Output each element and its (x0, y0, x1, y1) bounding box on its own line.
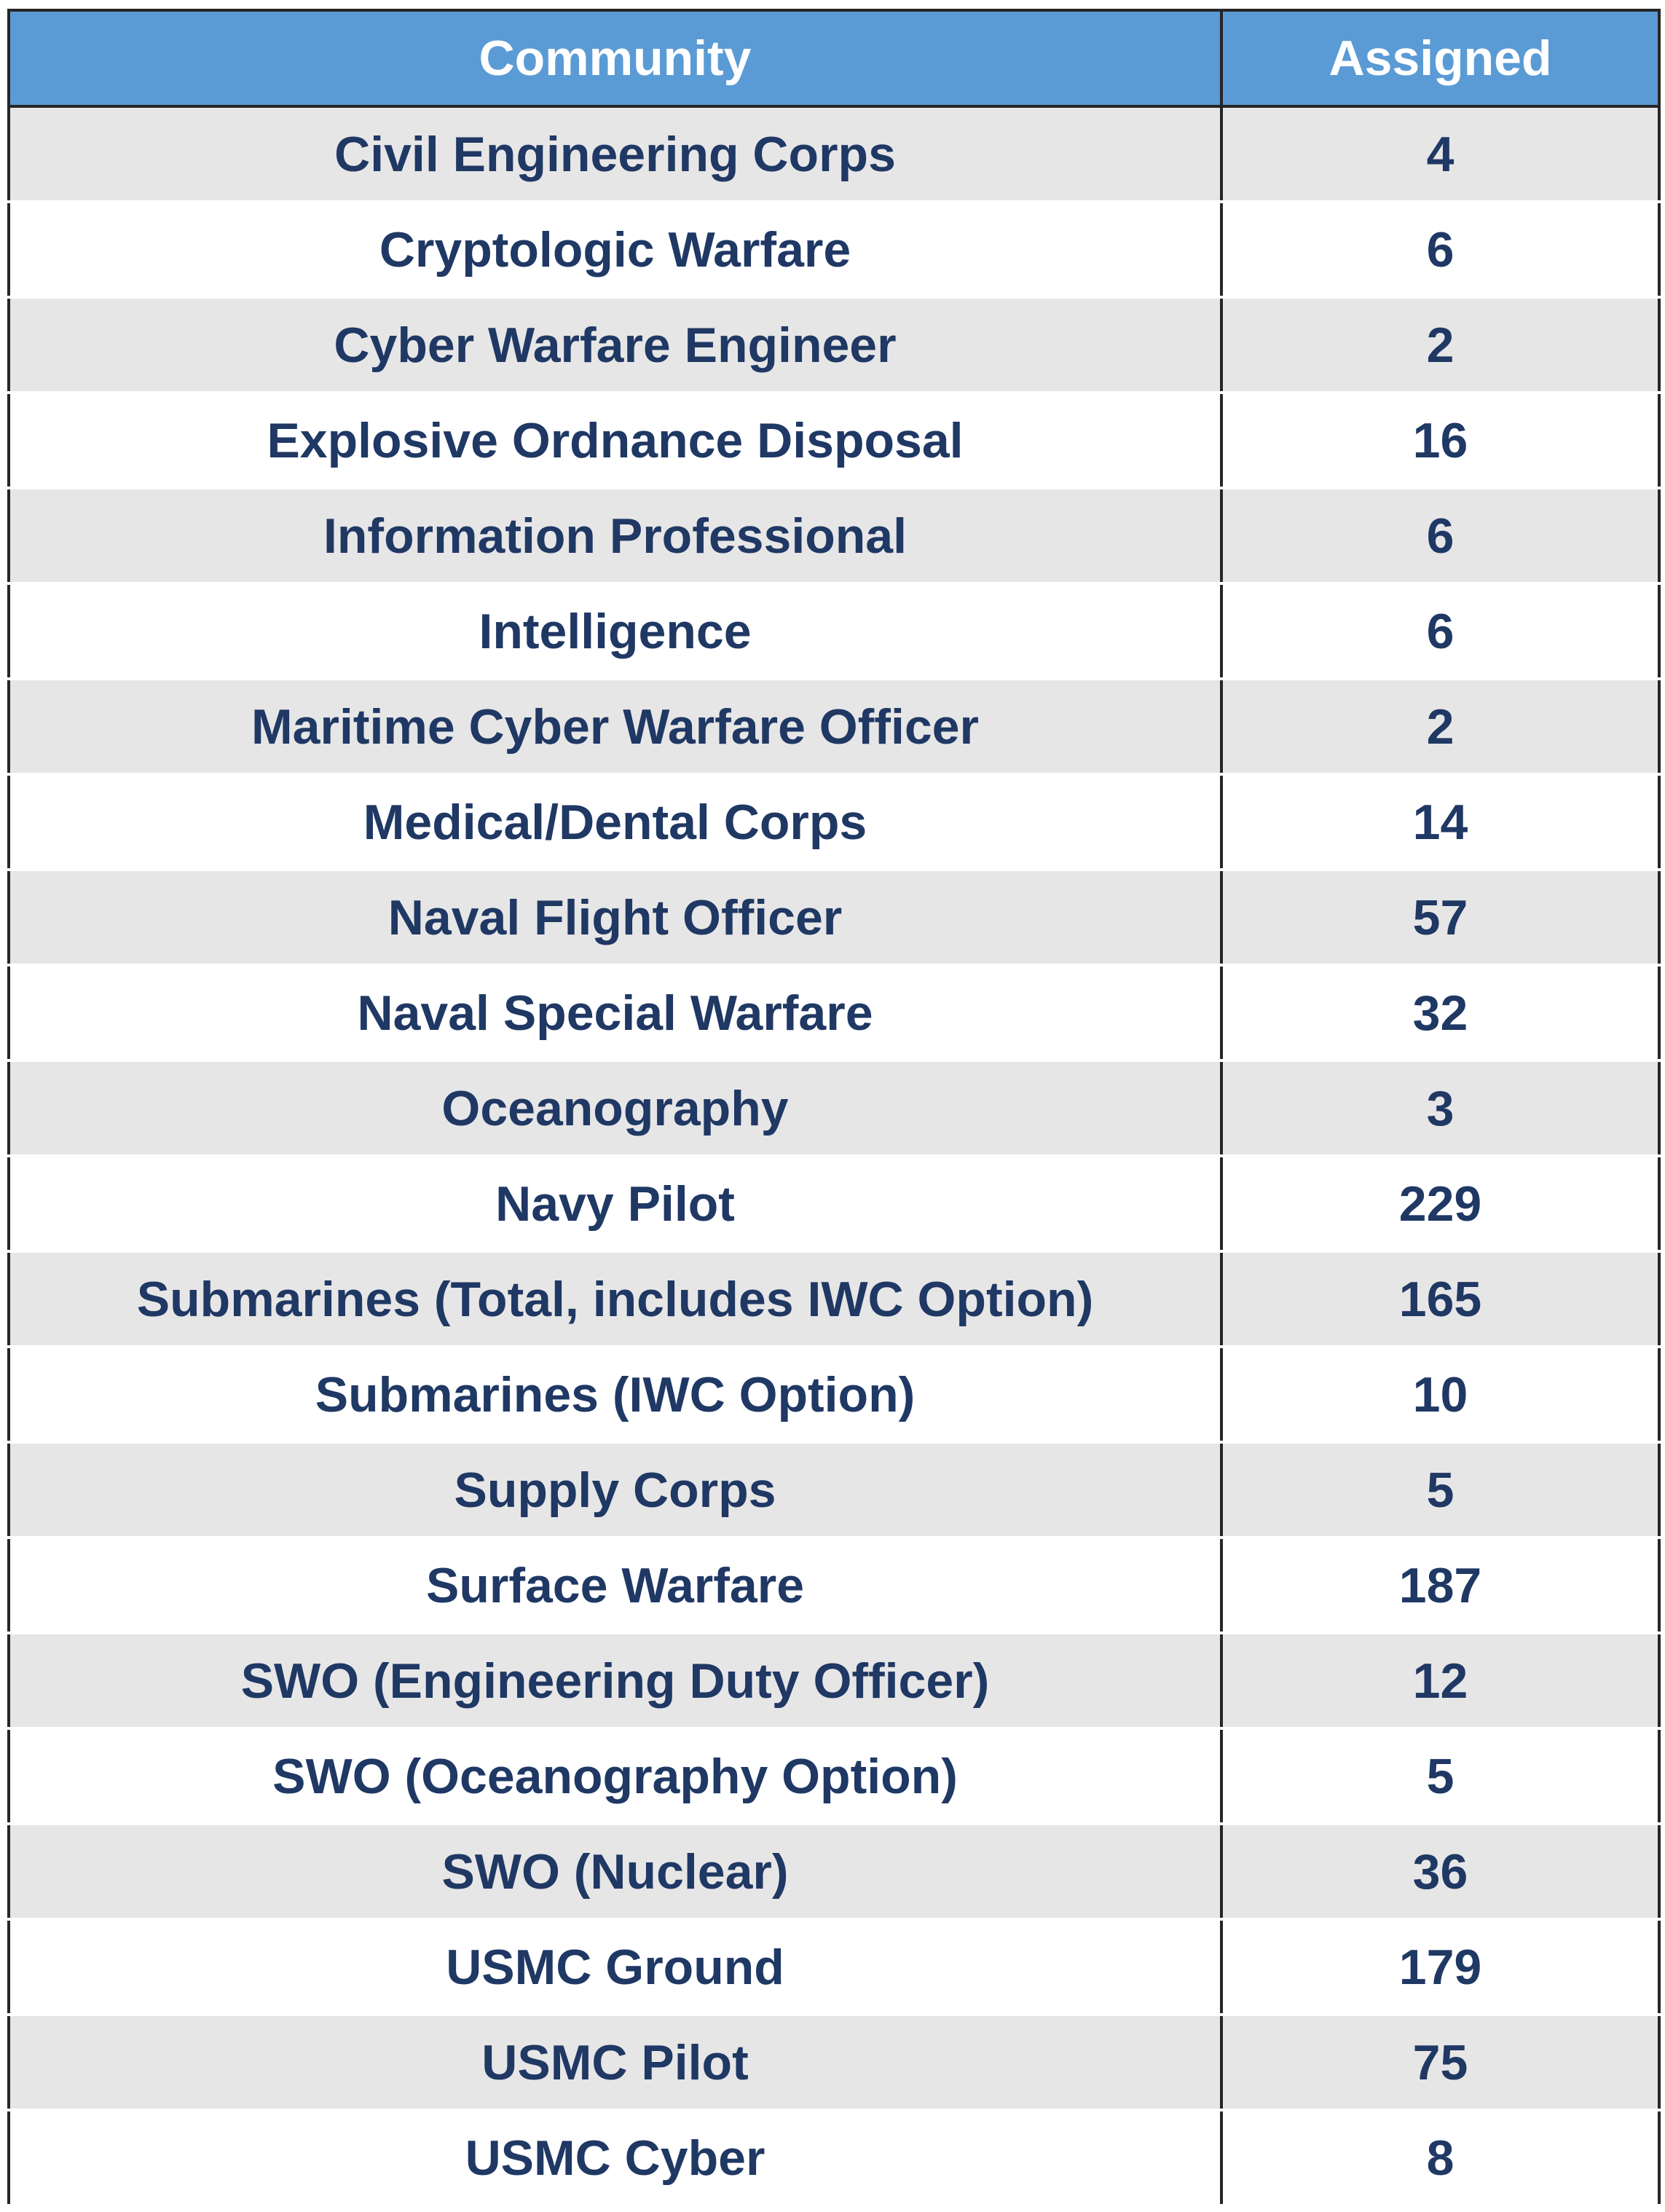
table-row: SWO (Nuclear) 36 (9, 1824, 1661, 1921)
assigned-cell: 12 (1221, 1633, 1661, 1730)
assigned-cell: 36 (1221, 1824, 1661, 1921)
community-cell: Surface Warfare (9, 1538, 1223, 1634)
table-row: Explosive Ordnance Disposal 16 (9, 393, 1661, 489)
table-row: SWO (Oceanography Option) 5 (9, 1728, 1661, 1825)
table-container: Community Assigned Civil Engineering Cor… (7, 9, 1661, 2207)
table-row: Intelligence 6 (9, 583, 1661, 680)
community-cell: Explosive Ordnance Disposal (9, 393, 1223, 489)
assigned-cell: 10 (1221, 1347, 1661, 1444)
community-cell: Intelligence (9, 583, 1223, 680)
assigned-cell: 187 (1221, 1538, 1661, 1634)
assigned-cell: 6 (1221, 488, 1661, 585)
table-row: Surface Warfare 187 (9, 1538, 1661, 1634)
assigned-cell: 3 (1221, 1060, 1661, 1157)
assigned-cell: 5 (1221, 1728, 1661, 1825)
table-row: SWO (Engineering Duty Officer) 12 (9, 1633, 1661, 1730)
header-cell: Assigned (1221, 10, 1661, 108)
community-cell: Maritime Cyber Warfare Officer (9, 679, 1223, 776)
table-row: USMC Ground 179 (9, 1919, 1661, 2016)
assigned-cell: 2 (1221, 297, 1661, 394)
assigned-cell: 75 (1221, 2015, 1661, 2111)
table-row: Cyber Warfare Engineer 2 (9, 297, 1661, 394)
table-row: USMC Cyber 8 (9, 2110, 1661, 2207)
community-cell: Information Professional (9, 488, 1223, 585)
table-row: Submarines (IWC Option) 10 (9, 1347, 1661, 1444)
community-cell: SWO (Engineering Duty Officer) (9, 1633, 1223, 1730)
assigned-cell: 32 (1221, 965, 1661, 1062)
table-row: Maritime Cyber Warfare Officer 2 (9, 679, 1661, 776)
community-cell: Civil Engineering Corps (9, 106, 1223, 203)
table-row: Supply Corps 5 (9, 1442, 1661, 1539)
community-cell: Medical/Dental Corps (9, 774, 1223, 871)
table-row: Medical/Dental Corps 14 (9, 774, 1661, 871)
table-body: Civil Engineering Corps 4 Cryptologic Warf… (9, 106, 1661, 2207)
community-cell: Naval Flight Officer (9, 870, 1223, 967)
table-row: Submarines (Total, includes IWC Option) 1… (9, 1251, 1661, 1348)
table-row: Naval Special Warfare 32 (9, 965, 1661, 1062)
assigned-cell: 165 (1221, 1251, 1661, 1348)
assigned-cell: 179 (1221, 1919, 1661, 2016)
community-cell: Cryptologic Warfare (9, 202, 1223, 299)
community-cell: Supply Corps (9, 1442, 1223, 1539)
table-row: Oceanography 3 (9, 1060, 1661, 1157)
table-row: Information Professional 6 (9, 488, 1661, 585)
table-row: Cryptologic Warfare 6 (9, 202, 1661, 299)
assigned-cell: 6 (1221, 202, 1661, 299)
assigned-cell: 2 (1221, 679, 1661, 776)
community-cell: USMC Cyber (9, 2110, 1223, 2207)
assigned-cell: 4 (1221, 106, 1661, 203)
community-cell: Submarines (IWC Option) (9, 1347, 1223, 1444)
assigned-cell: 5 (1221, 1442, 1661, 1539)
assigned-cell: 14 (1221, 774, 1661, 871)
community-cell: USMC Pilot (9, 2015, 1223, 2111)
assigned-cell: 229 (1221, 1156, 1661, 1253)
community-cell: Oceanography (9, 1060, 1223, 1157)
table-row: Navy Pilot 229 (9, 1156, 1661, 1253)
assigned-cell: 6 (1221, 583, 1661, 680)
community-cell: Cyber Warfare Engineer (9, 297, 1223, 394)
header-cell: Community (9, 10, 1223, 108)
community-cell: USMC Ground (9, 1919, 1223, 2016)
community-cell: Submarines (Total, includes IWC Option) (9, 1251, 1223, 1348)
table-row: USMC Pilot 75 (9, 2015, 1661, 2111)
table-row: Civil Engineering Corps 4 (9, 106, 1661, 203)
header-row: Community Assigned (9, 10, 1661, 108)
community-cell: Navy Pilot (9, 1156, 1223, 1253)
assigned-cell: 8 (1221, 2110, 1661, 2207)
community-cell: SWO (Nuclear) (9, 1824, 1223, 1921)
table-row: Naval Flight Officer 57 (9, 870, 1661, 967)
assignment-table: Community Assigned Civil Engineering Cor… (7, 9, 1661, 2207)
community-cell: SWO (Oceanography Option) (9, 1728, 1223, 1825)
assigned-cell: 57 (1221, 870, 1661, 967)
community-cell: Naval Special Warfare (9, 965, 1223, 1062)
assigned-cell: 16 (1221, 393, 1661, 489)
